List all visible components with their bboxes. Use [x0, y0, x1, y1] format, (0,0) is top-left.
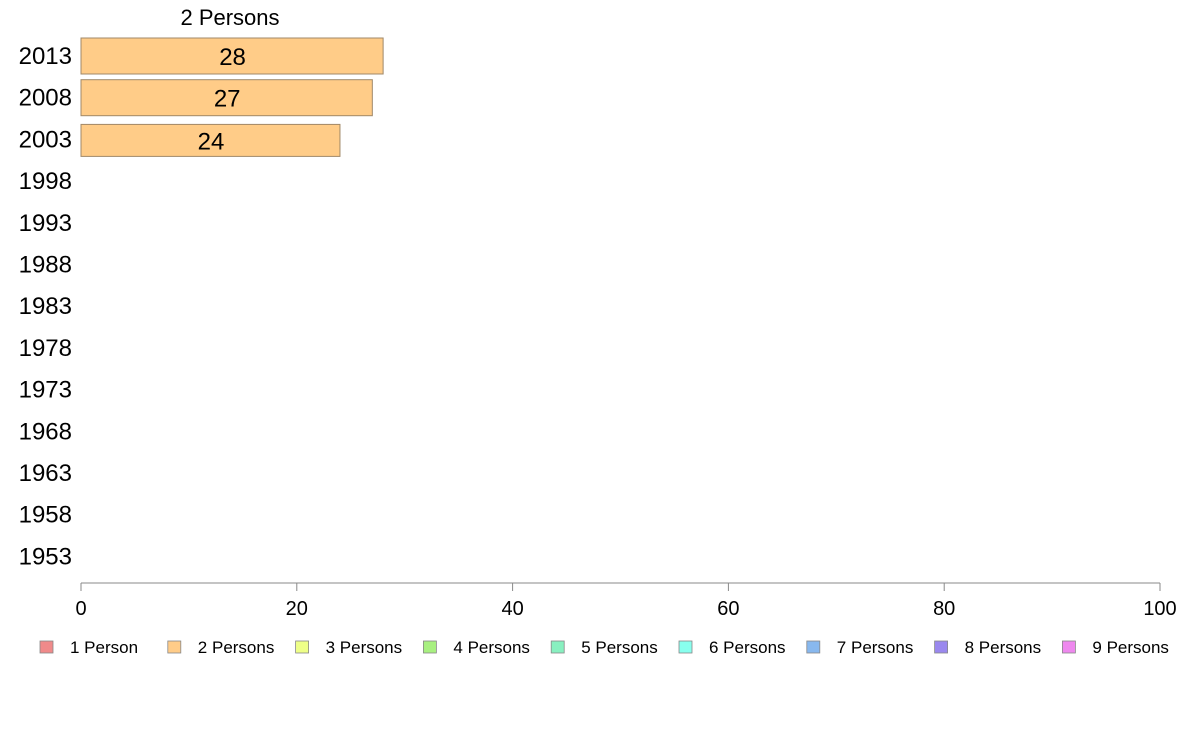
y-tick-label: 1963 — [19, 460, 72, 487]
y-tick-label: 2003 — [19, 126, 72, 153]
x-tick-label: 100 — [1143, 598, 1176, 620]
legend-swatch — [422, 640, 437, 654]
y-tick-label: 1998 — [19, 168, 72, 195]
legend-item: 4 Persons — [422, 638, 530, 657]
legend-swatch — [934, 640, 948, 654]
legend-swatch — [1062, 640, 1076, 654]
x-tick-label: 80 — [933, 598, 955, 620]
bars-layer — [80, 37, 384, 157]
legend-label: 9 Persons — [1092, 638, 1169, 657]
legend-swatch — [550, 640, 565, 654]
y-tick-label: 1988 — [19, 252, 72, 279]
y-tick-label: 1958 — [19, 502, 72, 529]
y-tick-label: 2008 — [19, 85, 72, 112]
legend-swatch — [167, 640, 182, 654]
legend-item: 6 Persons — [678, 638, 786, 657]
legend: 1 Person 2 Persons 3 Persons 4 Persons 5 Per… — [39, 638, 1169, 657]
y-tick-label: 1968 — [19, 418, 72, 445]
legend-swatch — [295, 640, 310, 654]
y-tick-label: 1993 — [19, 210, 72, 237]
legend-item: 5 Persons — [550, 638, 658, 657]
bar-value-label: 24 — [198, 128, 225, 155]
legend-label: 7 Persons — [837, 638, 914, 657]
legend-label: 1 Person — [70, 638, 138, 657]
legend-item: 2 Persons — [167, 638, 275, 657]
legend-item: 7 Persons — [806, 638, 914, 657]
x-tick-label: 40 — [501, 598, 523, 620]
legend-swatch — [39, 640, 54, 654]
segment-header: 2 Persons — [180, 5, 279, 30]
bar-labels-layer: 28 27 24 — [198, 44, 246, 155]
legend-label: 5 Persons — [581, 638, 658, 657]
y-tick-label: 2013 — [19, 43, 72, 70]
y-tick-label: 1953 — [19, 543, 72, 570]
bar-value-label: 28 — [219, 44, 246, 71]
x-tick-label: 20 — [286, 598, 308, 620]
legend-label: 2 Persons — [198, 638, 275, 657]
y-tick-label: 1973 — [19, 377, 72, 404]
y-axis-labels: 2013 2008 2003 1998 1993 1988 1983 1978 1973 1968… — [19, 43, 72, 570]
y-tick-label: 1983 — [19, 293, 72, 320]
legend-swatch — [678, 640, 693, 654]
bar — [80, 79, 373, 117]
legend-label: 8 Persons — [965, 638, 1042, 657]
legend-item: 9 Persons — [1062, 638, 1169, 657]
legend-swatch — [806, 640, 821, 654]
x-axis: 0 20 40 60 80 100 — [75, 582, 1177, 620]
legend-label: 4 Persons — [453, 638, 530, 657]
legend-item: 1 Person — [39, 638, 138, 657]
x-tick-label: 0 — [75, 598, 86, 620]
x-tick-label: 60 — [717, 598, 739, 620]
legend-label: 6 Persons — [709, 638, 786, 657]
legend-item: 8 Persons — [934, 638, 1042, 657]
legend-label: 3 Persons — [326, 638, 403, 657]
bar — [80, 123, 341, 157]
bar — [80, 37, 384, 75]
y-tick-label: 1978 — [19, 335, 72, 362]
bar-value-label: 27 — [214, 86, 241, 113]
legend-item: 3 Persons — [295, 638, 403, 657]
